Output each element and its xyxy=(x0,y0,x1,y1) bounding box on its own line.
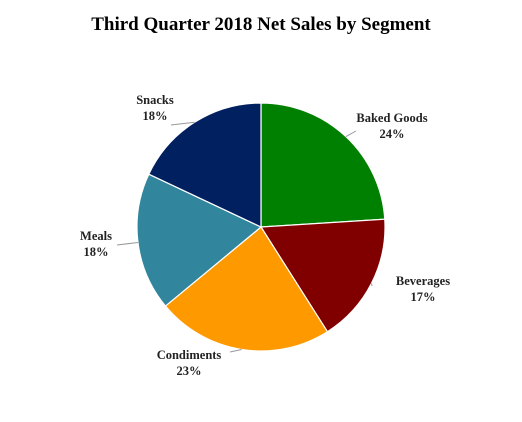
slice-name-meals: Meals xyxy=(80,229,112,243)
leader-line-condiments xyxy=(229,349,242,353)
leader-line-baked-goods xyxy=(345,130,357,138)
leader-line-meals xyxy=(116,242,139,246)
slice-label-baked-goods: Baked Goods 24% xyxy=(356,111,427,141)
slice-percent-baked-goods: 24% xyxy=(380,127,405,141)
pie-slice-condiments xyxy=(164,226,329,352)
pie-slice-beverages xyxy=(259,218,386,333)
slice-percent-snacks: 18% xyxy=(143,109,168,123)
slice-label-beverages: Beverages 17% xyxy=(396,274,450,304)
slice-name-baked-goods: Baked Goods xyxy=(356,111,427,125)
slice-name-beverages: Beverages xyxy=(396,274,450,288)
leader-line-snacks xyxy=(170,121,195,126)
leader-line-beverages xyxy=(371,283,373,287)
slice-name-snacks: Snacks xyxy=(136,93,174,107)
chart-title: Third Quarter 2018 Net Sales by Segment xyxy=(91,14,431,35)
slice-percent-condiments: 23% xyxy=(177,364,202,378)
slice-percent-meals: 18% xyxy=(84,245,109,259)
slice-name-condiments: Condiments xyxy=(157,348,222,362)
slice-label-meals: Meals 18% xyxy=(80,229,112,259)
slice-label-snacks: Snacks 18% xyxy=(136,93,174,123)
pie-slice-baked-goods xyxy=(260,102,386,228)
slice-label-condiments: Condiments 23% xyxy=(157,348,222,378)
slice-percent-beverages: 17% xyxy=(411,290,436,304)
